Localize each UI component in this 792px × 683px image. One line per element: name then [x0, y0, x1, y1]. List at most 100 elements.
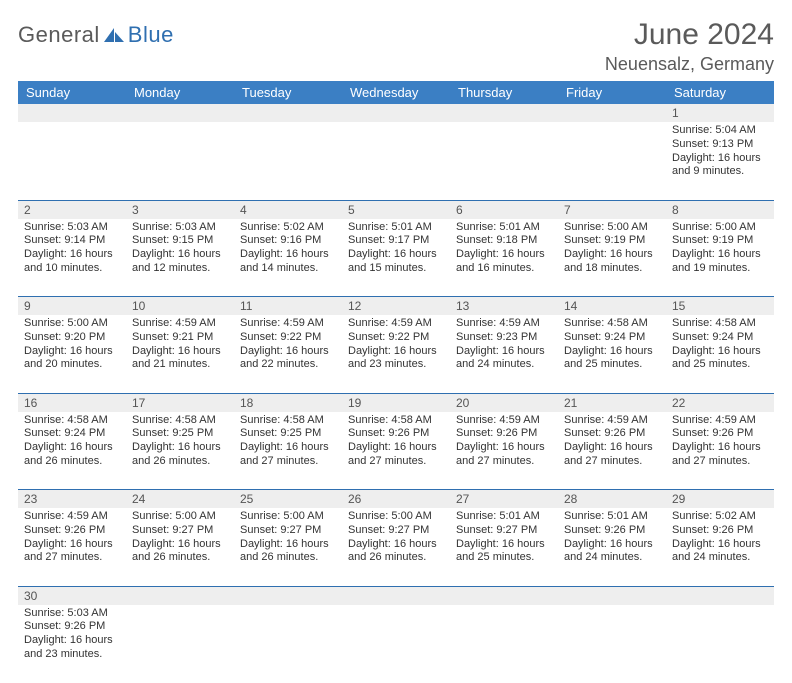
- day-details: Sunrise: 5:00 AMSunset: 9:20 PMDaylight:…: [18, 315, 126, 376]
- daylight-text: Daylight: 16 hours and 16 minutes.: [456, 248, 552, 276]
- day-number: 16: [18, 394, 126, 412]
- daylight-text: Daylight: 16 hours and 26 minutes.: [240, 538, 336, 566]
- sunset-text: Sunset: 9:26 PM: [564, 427, 660, 441]
- sunset-text: Sunset: 9:26 PM: [564, 524, 660, 538]
- day-number: 5: [342, 201, 450, 219]
- day-header: Monday: [126, 81, 234, 104]
- day-number: 15: [666, 297, 774, 315]
- daynum-cell: 29: [666, 490, 774, 509]
- daynum-cell: [126, 586, 234, 605]
- day-number: 23: [18, 490, 126, 508]
- daynum-cell: 12: [342, 297, 450, 316]
- daylight-text: Daylight: 16 hours and 27 minutes.: [240, 441, 336, 469]
- sunset-text: Sunset: 9:13 PM: [672, 138, 768, 152]
- sunrise-text: Sunrise: 5:01 AM: [456, 510, 552, 524]
- day-details: Sunrise: 5:03 AMSunset: 9:26 PMDaylight:…: [18, 605, 126, 666]
- daylight-text: Daylight: 16 hours and 18 minutes.: [564, 248, 660, 276]
- day-details: Sunrise: 4:59 AMSunset: 9:26 PMDaylight:…: [558, 412, 666, 473]
- day-cell: Sunrise: 4:59 AMSunset: 9:22 PMDaylight:…: [342, 315, 450, 393]
- daynum-cell: 5: [342, 200, 450, 219]
- day-number: 18: [234, 394, 342, 412]
- sunrise-text: Sunrise: 4:58 AM: [24, 414, 120, 428]
- sunrise-text: Sunrise: 4:58 AM: [240, 414, 336, 428]
- daynum-cell: 9: [18, 297, 126, 316]
- day-details: Sunrise: 4:58 AMSunset: 9:25 PMDaylight:…: [126, 412, 234, 473]
- sunset-text: Sunset: 9:26 PM: [672, 427, 768, 441]
- sunset-text: Sunset: 9:27 PM: [348, 524, 444, 538]
- daynum-cell: [234, 104, 342, 122]
- daynum-cell: 15: [666, 297, 774, 316]
- day-number: 22: [666, 394, 774, 412]
- sunset-text: Sunset: 9:24 PM: [672, 331, 768, 345]
- day-details: Sunrise: 5:00 AMSunset: 9:19 PMDaylight:…: [558, 219, 666, 280]
- day-cell: Sunrise: 5:00 AMSunset: 9:19 PMDaylight:…: [558, 219, 666, 297]
- sunset-text: Sunset: 9:14 PM: [24, 234, 120, 248]
- daynum-cell: 22: [666, 393, 774, 412]
- sunrise-text: Sunrise: 4:58 AM: [132, 414, 228, 428]
- day-details: Sunrise: 4:58 AMSunset: 9:24 PMDaylight:…: [18, 412, 126, 473]
- day-details: Sunrise: 5:02 AMSunset: 9:16 PMDaylight:…: [234, 219, 342, 280]
- day-number: 9: [18, 297, 126, 315]
- day-number: 11: [234, 297, 342, 315]
- day-cell: [666, 605, 774, 683]
- day-details: Sunrise: 4:58 AMSunset: 9:24 PMDaylight:…: [666, 315, 774, 376]
- day-number: 30: [18, 587, 126, 605]
- day-number: 8: [666, 201, 774, 219]
- day-cell: Sunrise: 5:00 AMSunset: 9:27 PMDaylight:…: [342, 508, 450, 586]
- day-details: Sunrise: 4:59 AMSunset: 9:21 PMDaylight:…: [126, 315, 234, 376]
- day-details: Sunrise: 5:02 AMSunset: 9:26 PMDaylight:…: [666, 508, 774, 569]
- day-details: Sunrise: 5:00 AMSunset: 9:27 PMDaylight:…: [234, 508, 342, 569]
- day-number: 14: [558, 297, 666, 315]
- sunset-text: Sunset: 9:27 PM: [132, 524, 228, 538]
- day-details: Sunrise: 5:01 AMSunset: 9:26 PMDaylight:…: [558, 508, 666, 569]
- sunrise-text: Sunrise: 5:00 AM: [240, 510, 336, 524]
- day-details: Sunrise: 5:00 AMSunset: 9:27 PMDaylight:…: [342, 508, 450, 569]
- brand-general: General: [18, 22, 100, 48]
- sunset-text: Sunset: 9:25 PM: [132, 427, 228, 441]
- day-cell: Sunrise: 4:58 AMSunset: 9:25 PMDaylight:…: [234, 412, 342, 490]
- sunrise-text: Sunrise: 5:03 AM: [24, 221, 120, 235]
- sunrise-text: Sunrise: 5:01 AM: [456, 221, 552, 235]
- day-number: 28: [558, 490, 666, 508]
- daynum-row: 9101112131415: [18, 297, 774, 316]
- day-cell: Sunrise: 4:58 AMSunset: 9:24 PMDaylight:…: [558, 315, 666, 393]
- daynum-cell: 1: [666, 104, 774, 122]
- day-cell: Sunrise: 5:00 AMSunset: 9:27 PMDaylight:…: [234, 508, 342, 586]
- sunset-text: Sunset: 9:22 PM: [240, 331, 336, 345]
- day-number: 7: [558, 201, 666, 219]
- sunrise-text: Sunrise: 4:59 AM: [24, 510, 120, 524]
- day-cell: [558, 122, 666, 200]
- daynum-cell: [558, 104, 666, 122]
- sail-icon: [102, 26, 126, 44]
- sunset-text: Sunset: 9:26 PM: [24, 524, 120, 538]
- sunset-text: Sunset: 9:15 PM: [132, 234, 228, 248]
- day-cell: Sunrise: 5:01 AMSunset: 9:17 PMDaylight:…: [342, 219, 450, 297]
- title-block: June 2024 Neuensalz, Germany: [605, 18, 774, 75]
- sunset-text: Sunset: 9:23 PM: [456, 331, 552, 345]
- sunrise-text: Sunrise: 5:01 AM: [564, 510, 660, 524]
- daylight-text: Daylight: 16 hours and 19 minutes.: [672, 248, 768, 276]
- day-cell: Sunrise: 5:04 AMSunset: 9:13 PMDaylight:…: [666, 122, 774, 200]
- day-cell: Sunrise: 4:58 AMSunset: 9:25 PMDaylight:…: [126, 412, 234, 490]
- day-details: Sunrise: 4:59 AMSunset: 9:26 PMDaylight:…: [666, 412, 774, 473]
- daylight-text: Daylight: 16 hours and 12 minutes.: [132, 248, 228, 276]
- day-details: Sunrise: 4:59 AMSunset: 9:23 PMDaylight:…: [450, 315, 558, 376]
- daylight-text: Daylight: 16 hours and 22 minutes.: [240, 345, 336, 373]
- sunrise-text: Sunrise: 4:59 AM: [564, 414, 660, 428]
- daylight-text: Daylight: 16 hours and 26 minutes.: [132, 441, 228, 469]
- daynum-cell: 26: [342, 490, 450, 509]
- daylight-text: Daylight: 16 hours and 27 minutes.: [672, 441, 768, 469]
- daynum-cell: 6: [450, 200, 558, 219]
- daylight-text: Daylight: 16 hours and 27 minutes.: [564, 441, 660, 469]
- daylight-text: Daylight: 16 hours and 26 minutes.: [24, 441, 120, 469]
- content-row: Sunrise: 5:03 AMSunset: 9:14 PM Daylight:…: [18, 219, 774, 297]
- daynum-cell: 17: [126, 393, 234, 412]
- day-number: 25: [234, 490, 342, 508]
- day-details: Sunrise: 4:59 AMSunset: 9:26 PMDaylight:…: [18, 508, 126, 569]
- sunset-text: Sunset: 9:22 PM: [348, 331, 444, 345]
- day-cell: Sunrise: 4:59 AMSunset: 9:22 PMDaylight:…: [234, 315, 342, 393]
- sunrise-text: Sunrise: 5:03 AM: [24, 607, 120, 621]
- daylight-text: Daylight: 16 hours and 9 minutes.: [672, 152, 768, 180]
- daynum-row: 1: [18, 104, 774, 122]
- daynum-cell: 14: [558, 297, 666, 316]
